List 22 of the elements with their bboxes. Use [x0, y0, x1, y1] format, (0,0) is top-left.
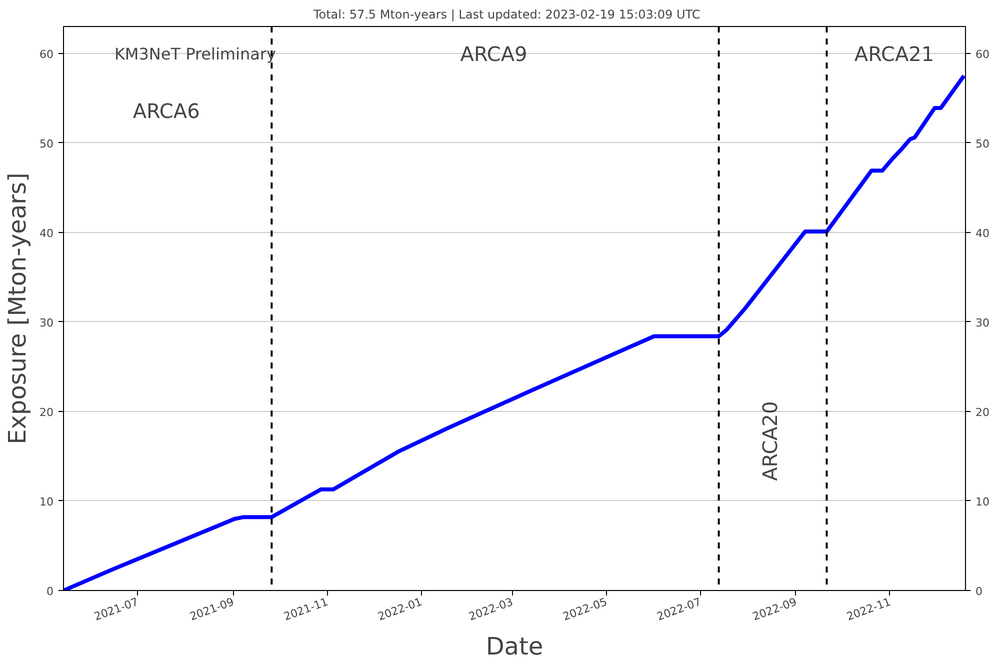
y-tick-label: 10 — [40, 495, 54, 508]
y-tick-label: 0 — [46, 585, 54, 598]
chart-title: Total: 57.5 Mton-years | Last updated: 2023-02-19 15:03:09 UTC — [312, 8, 700, 22]
y2-tick-label: 50 — [976, 137, 990, 150]
annotation: ARCA6 — [132, 99, 200, 124]
y2-tick-label: 20 — [976, 406, 990, 419]
y-tick-label: 50 — [40, 137, 54, 150]
y-tick-label: 40 — [40, 226, 54, 240]
y2-tick-label: 0 — [976, 585, 982, 598]
x-axis-title: Date — [486, 632, 544, 661]
annotation: ARCA9 — [460, 42, 528, 66]
annotation: KM3NeT Preliminary — [114, 44, 276, 64]
annotation: ARCA20 — [758, 401, 782, 481]
y-tick-label: 30 — [40, 316, 54, 330]
y-axis-title: Exposure [Mton-years] — [4, 172, 32, 444]
y-tick-label: 20 — [40, 406, 54, 419]
y2-tick-label: 10 — [976, 495, 990, 508]
annotation: ARCA21 — [854, 42, 934, 66]
y2-tick-label: 30 — [976, 316, 990, 330]
y-tick-label: 60 — [40, 48, 54, 61]
y2-tick-label: 40 — [976, 226, 990, 240]
y2-tick-label: 60 — [976, 48, 990, 61]
